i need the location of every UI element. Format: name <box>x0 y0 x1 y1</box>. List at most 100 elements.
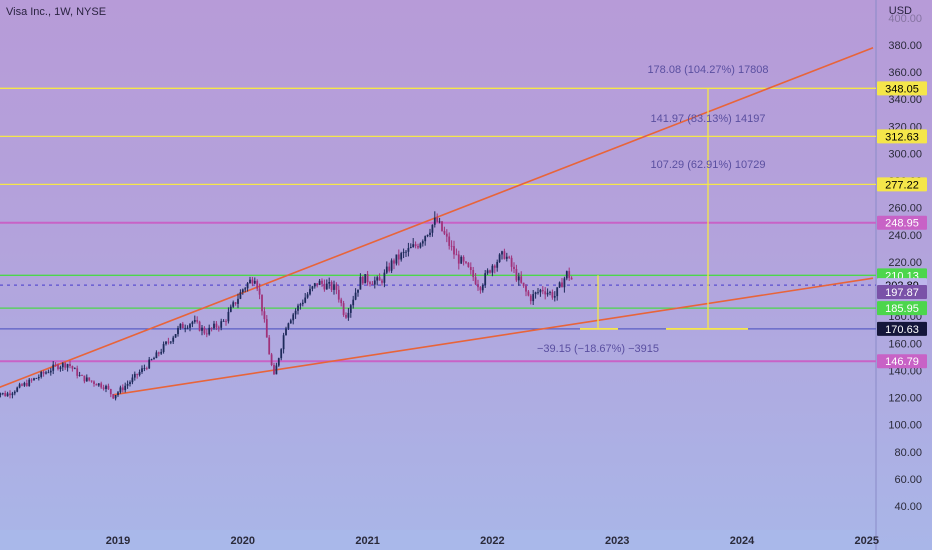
candle-body <box>280 349 283 359</box>
candle-body <box>35 378 38 379</box>
measurement-label: 141.97 (83.13%) 14197 <box>651 113 766 125</box>
candle-body <box>450 245 453 247</box>
price-tag-label: 185.95 <box>885 303 919 315</box>
candle-body <box>203 327 206 334</box>
price-tag <box>877 215 927 230</box>
candle-body <box>409 247 412 249</box>
candle-body <box>534 292 537 295</box>
candle-body <box>23 382 26 386</box>
y-tick-label: 260.00 <box>888 203 922 215</box>
y-tick-label: 80.00 <box>894 447 922 459</box>
candle-body <box>148 359 151 369</box>
measurement-label: 178.08 (104.27%) 17808 <box>647 64 768 76</box>
candle-body <box>525 285 527 292</box>
candle-body <box>186 327 189 329</box>
candle-body <box>541 289 544 292</box>
candle-body <box>217 327 220 329</box>
candle-body <box>59 367 62 370</box>
candle-body <box>549 292 551 293</box>
x-tick-label: 2025 <box>855 535 879 547</box>
candle-body <box>481 285 484 291</box>
candle-body <box>261 294 263 312</box>
candle-body <box>465 261 467 263</box>
candle-body <box>47 372 50 374</box>
price-tag <box>877 321 927 336</box>
x-tick-label: 2023 <box>605 535 629 547</box>
y-tick-label: 360.00 <box>888 67 922 79</box>
candle-body <box>426 234 429 237</box>
candle-body <box>64 363 67 368</box>
candle-body <box>383 272 386 283</box>
candle-body <box>414 244 417 247</box>
candle-body <box>445 233 448 237</box>
candle-body <box>71 366 74 369</box>
y-tick-label: 140.00 <box>888 365 922 377</box>
x-tick-label: 2021 <box>355 535 379 547</box>
candle-body <box>268 337 271 355</box>
candle-body <box>205 333 208 335</box>
candle-body <box>76 368 79 376</box>
price-tag <box>877 81 927 96</box>
candle-body <box>405 251 407 253</box>
candle-body <box>275 365 278 375</box>
candle-body <box>390 260 393 271</box>
candle-body <box>263 311 266 320</box>
y-tick-label: 40.00 <box>894 501 922 513</box>
candle-body <box>340 299 343 304</box>
candle-body <box>251 279 254 284</box>
candle-body <box>189 324 191 328</box>
candle-body <box>556 287 559 297</box>
candle-body <box>385 266 388 273</box>
candle-body <box>364 274 367 284</box>
candle-body <box>352 299 355 306</box>
candle-body <box>366 274 369 283</box>
candle-body <box>201 327 203 331</box>
candle-body <box>265 319 268 338</box>
trendline <box>112 277 874 396</box>
candle-body <box>155 352 158 359</box>
candle-body <box>570 277 573 280</box>
candle-body <box>357 289 359 293</box>
candle-body <box>30 379 33 381</box>
candle-body <box>93 381 95 384</box>
candle-body <box>160 351 163 354</box>
candle-body <box>105 385 107 389</box>
candle-body <box>532 294 535 302</box>
candle-body <box>145 368 148 369</box>
candle-body <box>565 271 568 279</box>
candle-body <box>371 283 374 285</box>
y-tick-label: 60.00 <box>894 474 922 486</box>
candle-body <box>381 280 383 283</box>
candle-body <box>18 384 21 388</box>
price-tag <box>877 301 927 316</box>
candle-body <box>335 284 338 290</box>
candle-body <box>210 327 213 329</box>
x-tick-label: 2020 <box>231 535 255 547</box>
candle-body <box>42 371 45 374</box>
candle-body <box>429 232 431 235</box>
candle-body <box>537 292 539 294</box>
candle-body <box>229 306 232 312</box>
candle-body <box>522 282 525 286</box>
candle-body <box>378 277 381 281</box>
candle-body <box>119 387 122 393</box>
candle-body <box>172 337 175 342</box>
candle-body <box>141 368 143 372</box>
candle-body <box>61 363 64 368</box>
candle-body <box>239 292 242 299</box>
candle-body <box>33 378 35 381</box>
candle-body <box>498 254 501 262</box>
candle-body <box>407 248 410 252</box>
candle-body <box>436 217 439 222</box>
candle-body <box>52 364 55 371</box>
candle-body <box>136 373 139 376</box>
candle-body <box>220 321 223 328</box>
candle-body <box>95 383 98 386</box>
price-tag <box>877 354 927 369</box>
candle-body <box>181 323 184 329</box>
candle-body <box>563 278 566 288</box>
candle-body <box>316 283 319 285</box>
candle-body <box>313 283 316 287</box>
